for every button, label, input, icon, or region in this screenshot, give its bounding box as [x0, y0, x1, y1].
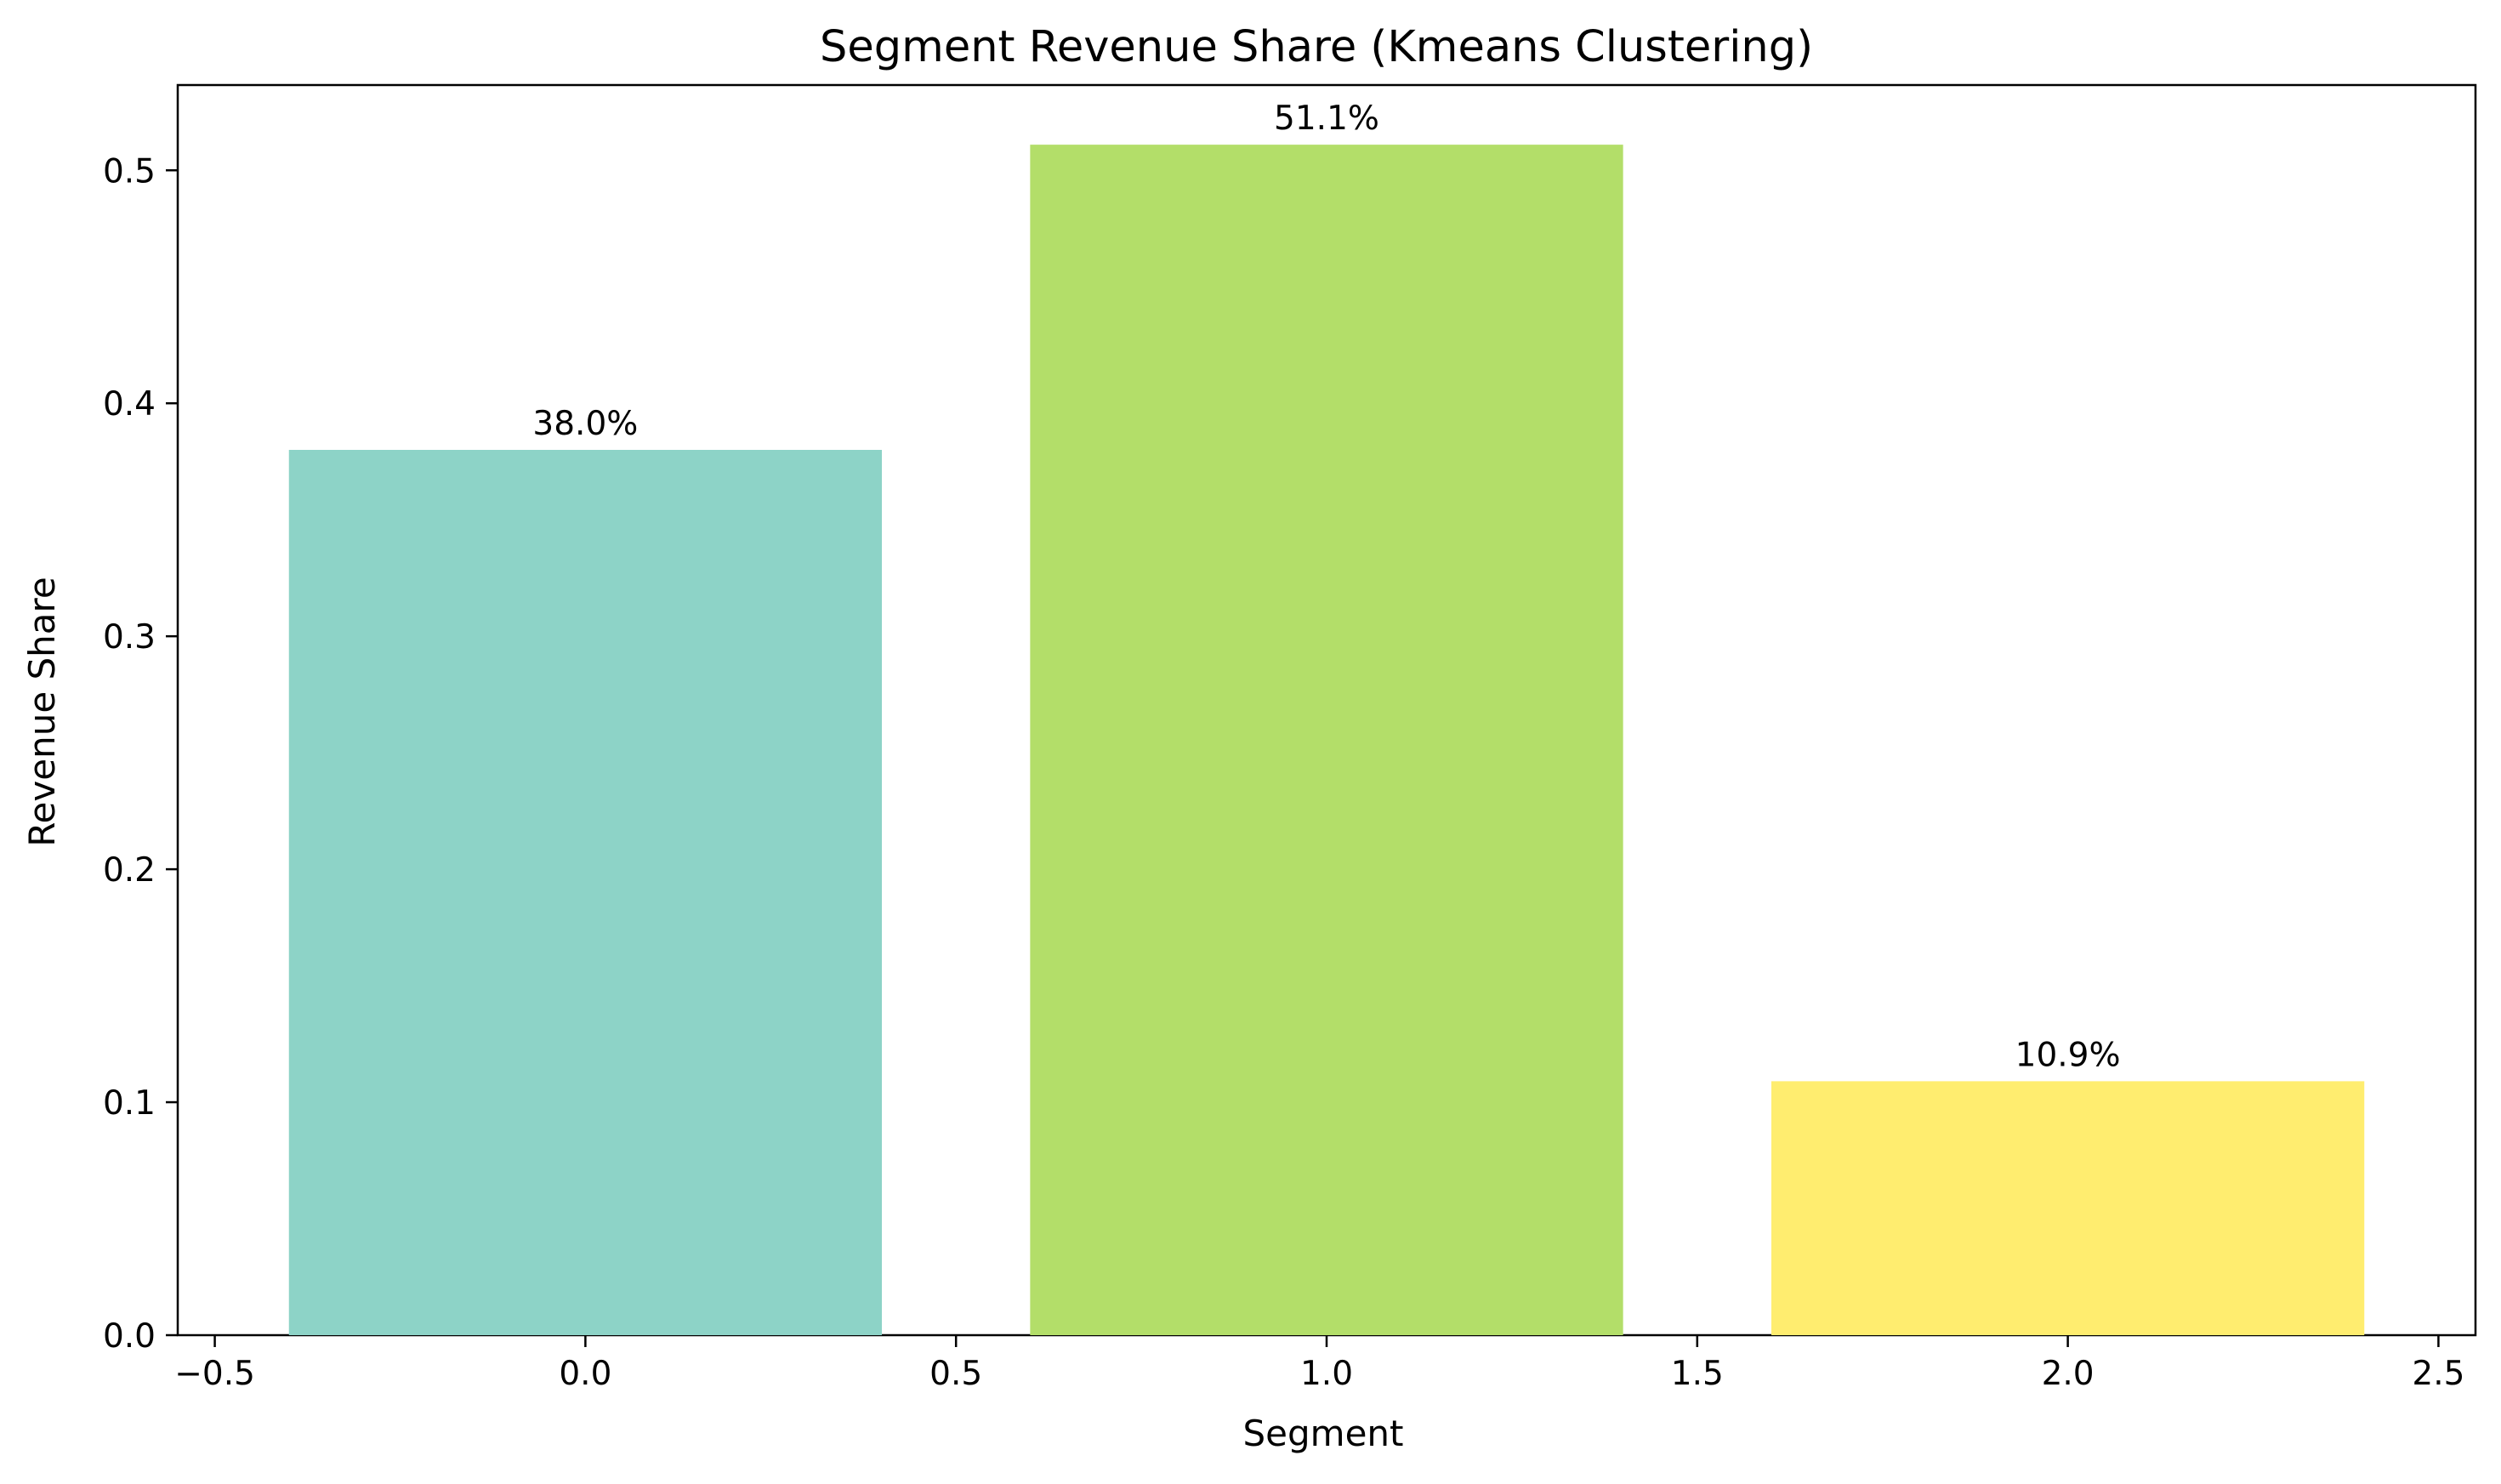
- x-tick-label: 2.0: [2042, 1355, 2095, 1393]
- y-tick-label: 0.3: [103, 618, 156, 657]
- x-tick-label: 1.5: [1671, 1355, 1724, 1393]
- x-tick-label: 1.0: [1300, 1355, 1353, 1393]
- data-label-segment-1: 51.1%: [1274, 100, 1379, 138]
- data-label-segment-2: 10.9%: [2015, 1036, 2121, 1074]
- bar-segment-1: [1030, 145, 1623, 1335]
- x-tick-label: 2.5: [2412, 1355, 2464, 1393]
- y-axis: 0.0 0.1 0.2 0.3 0.4 0.5: [103, 152, 178, 1356]
- bars-layer: [288, 145, 2365, 1335]
- data-labels-layer: 38.0% 51.1% 10.9%: [532, 100, 2120, 1074]
- x-axis-label: Segment: [1243, 1413, 1404, 1454]
- x-tick-label: 0.5: [929, 1355, 982, 1393]
- y-tick-label: 0.4: [103, 385, 156, 424]
- y-tick-label: 0.1: [103, 1084, 156, 1123]
- x-tick-label: −0.5: [174, 1355, 255, 1393]
- bar-segment-2: [1771, 1081, 2365, 1335]
- y-tick-label: 0.5: [103, 152, 156, 190]
- y-axis-label: Revenue Share: [21, 577, 63, 846]
- y-tick-label: 0.0: [103, 1317, 156, 1356]
- data-label-segment-0: 38.0%: [532, 405, 638, 443]
- x-tick-label: 0.0: [559, 1355, 611, 1393]
- x-axis: −0.5 0.0 0.5 1.0 1.5 2.0 2.5: [174, 1335, 2464, 1393]
- chart-title: Segment Revenue Share (Kmeans Clustering…: [820, 22, 1813, 72]
- y-tick-label: 0.2: [103, 851, 156, 890]
- bar-segment-0: [288, 450, 883, 1335]
